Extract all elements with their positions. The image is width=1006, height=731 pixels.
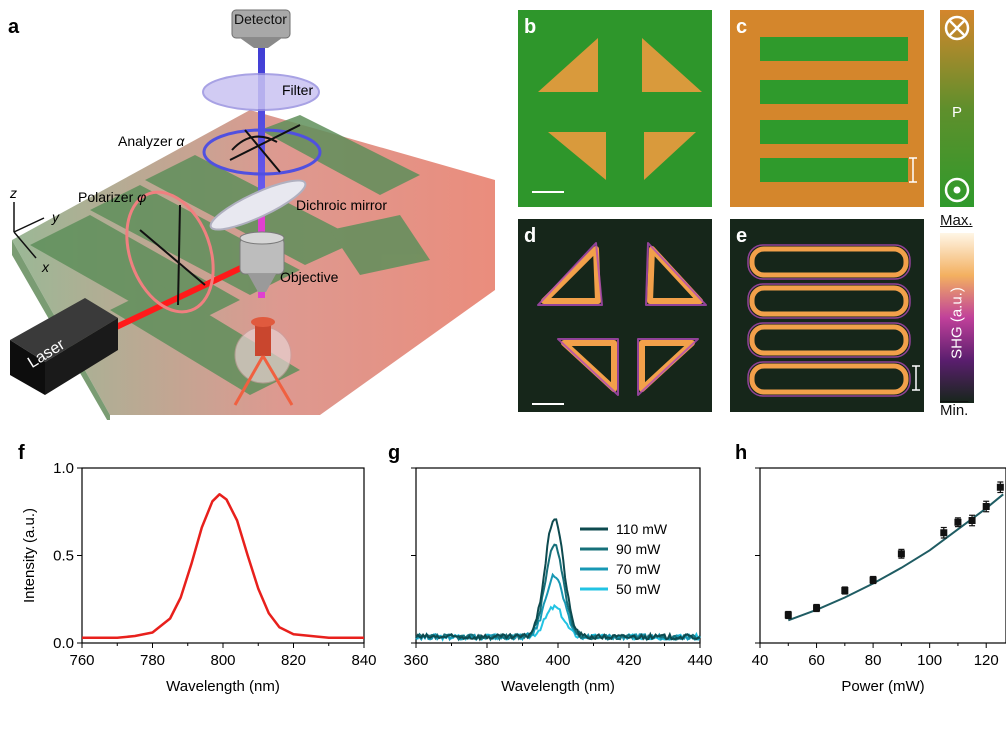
- legend-label: 50 mW: [616, 581, 661, 597]
- polarization-bar: P: [940, 10, 974, 207]
- panel-d: d: [518, 219, 712, 412]
- x-tick-label: 360: [403, 652, 428, 669]
- legend-label: 90 mW: [616, 541, 661, 557]
- objective-label: Objective: [280, 269, 339, 285]
- legend-label: 110 mW: [616, 521, 668, 537]
- x-tick-label: 800: [210, 652, 235, 669]
- shg-colorbar-label: SHG (a.u.): [948, 287, 966, 359]
- axis-y-label: y: [51, 209, 60, 225]
- dichroic-mirror: [209, 179, 307, 231]
- series-line: [415, 518, 701, 642]
- laser-beam: [108, 255, 264, 333]
- triangles-topography: [532, 38, 702, 193]
- rotation-mount: [233, 317, 294, 406]
- axis-x-label: x: [41, 259, 50, 275]
- x-tick-label: 400: [545, 652, 570, 669]
- x-tick-label: 840: [351, 652, 376, 669]
- y-tick-label: 1.0: [53, 460, 74, 477]
- x-axis-label: Wavelength (nm): [166, 678, 280, 695]
- into-page-icon: [944, 15, 970, 41]
- out-of-page-icon: [944, 177, 970, 203]
- shg-stripes-map: [747, 244, 920, 397]
- shg-triangles-map: [532, 242, 707, 405]
- dichroic-label: Dichroic mirror: [296, 197, 387, 213]
- y-axis-label: Intensity (a.u.): [21, 508, 38, 603]
- x-axis-label: Power (mW): [841, 678, 924, 695]
- data-point: [784, 611, 792, 619]
- y-tick-label: 0.0: [53, 635, 74, 652]
- data-point: [813, 604, 821, 612]
- series-line: [415, 603, 701, 642]
- x-tick-label: 80: [865, 652, 882, 669]
- detector-label: Detector: [234, 11, 287, 27]
- chart-h: 40 60 80 100 120 Power (mW): [752, 467, 1006, 695]
- x-tick-label: 40: [752, 652, 769, 669]
- panel-label-e: e: [736, 225, 748, 247]
- legend-label: 70 mW: [616, 561, 661, 577]
- detector: Detector: [231, 9, 291, 48]
- analyzer-ring: [202, 128, 322, 176]
- panel-e: e: [730, 219, 924, 412]
- data-point: [968, 517, 976, 524]
- polarizer-label: Polarizer φ: [78, 189, 146, 205]
- setup-schematic: Laser Detector Filter Analyzer α Dichroi…: [9, 9, 495, 425]
- axis-z-label: z: [9, 185, 17, 201]
- objective: Objective: [239, 231, 339, 292]
- panel-label-a: a: [8, 16, 20, 38]
- series-line: [82, 493, 364, 640]
- filter-label: Filter: [282, 82, 313, 98]
- filter-disc: [202, 73, 320, 111]
- y-tick-label: 0.5: [53, 548, 74, 565]
- data-point: [996, 483, 1004, 491]
- panel-label-d: d: [524, 225, 537, 247]
- shg-colorbar: SHG (a.u.): [940, 233, 974, 403]
- analyzer-label: Analyzer α: [118, 133, 185, 149]
- colorbar-min-label: Min.: [940, 402, 969, 419]
- panel-label-h: h: [735, 442, 748, 464]
- coordinate-axes: [13, 202, 45, 259]
- x-tick-label: 60: [808, 652, 825, 669]
- panel-label-b: b: [524, 16, 537, 38]
- chart-f: 760 780 800 820 840 0.0 0.5 1.0 Wavelength (nm) I…: [21, 460, 377, 695]
- laser-box: Laser: [10, 298, 118, 395]
- data-point: [841, 587, 849, 594]
- data-point: [869, 576, 877, 584]
- panel-label-g: g: [388, 442, 401, 464]
- panel-a: Laser Detector Filter Analyzer α Dichroi…: [0, 0, 500, 425]
- sh-beam: [258, 30, 265, 205]
- data-point: [897, 550, 905, 558]
- panel-label-f: f: [18, 442, 25, 464]
- data-point: [954, 518, 962, 526]
- x-tick-label: 440: [687, 652, 712, 669]
- data-point: [940, 529, 948, 537]
- x-tick-label: 420: [616, 652, 641, 669]
- x-axis-label: Wavelength (nm): [501, 678, 615, 695]
- panel-b: b: [518, 10, 712, 207]
- polarizer-ring: [125, 190, 215, 314]
- x-tick-label: 120: [974, 652, 999, 669]
- plot-frame: [81, 467, 365, 644]
- x-tick-label: 820: [281, 652, 306, 669]
- x-tick-label: 100: [917, 652, 942, 669]
- fit-line: [787, 493, 1004, 622]
- x-tick-label: 780: [140, 652, 165, 669]
- panel-c: c: [730, 10, 924, 207]
- colorbar-max-label: Max.: [940, 212, 973, 229]
- x-tick-label: 380: [474, 652, 499, 669]
- x-tick-label: 760: [69, 652, 94, 669]
- data-point: [982, 503, 990, 510]
- panel-label-c: c: [736, 16, 748, 38]
- chart-g: 360 380 400 420 440 Wavelength (nm) 110 mW 90 m…: [403, 467, 713, 695]
- stripes-topography: [760, 37, 917, 183]
- polarization-label: P: [951, 104, 962, 121]
